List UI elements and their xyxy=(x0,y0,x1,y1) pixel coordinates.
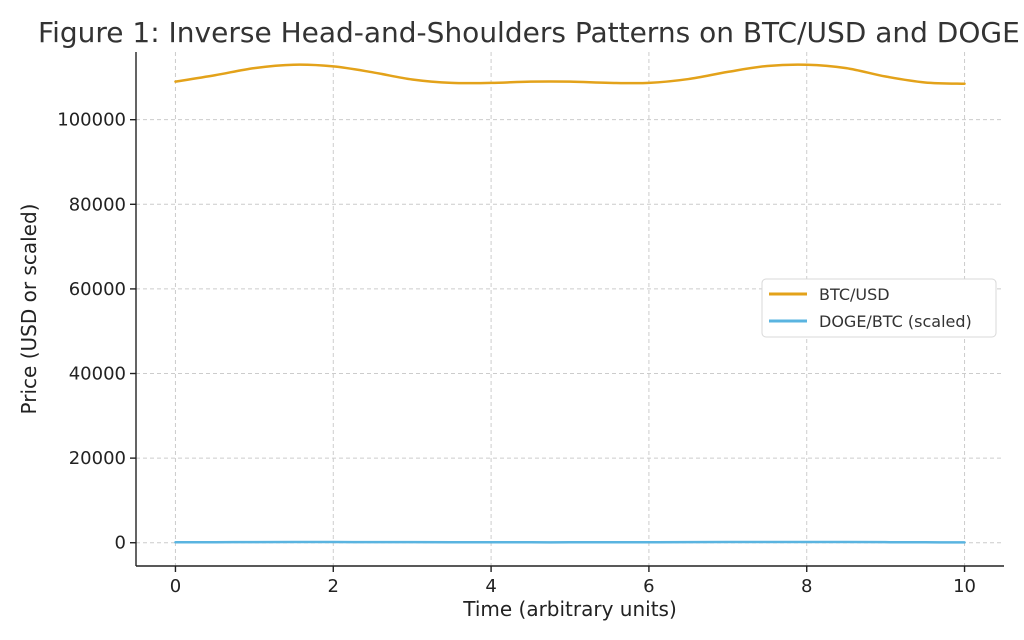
y-tick-label-100000: 100000 xyxy=(57,110,126,131)
legend-label-doge-btc-scaled: DOGE/BTC (scaled) xyxy=(819,312,972,331)
y-tick-label-20000: 20000 xyxy=(69,448,126,469)
x-tick-label-2: 2 xyxy=(328,576,339,597)
y-tick-label-60000: 60000 xyxy=(69,279,126,300)
x-tick-label-6: 6 xyxy=(643,576,654,597)
series-line-btc-usd xyxy=(174,63,966,85)
x-axis-ticks: 0 2 4 6 8 10 xyxy=(170,566,976,597)
y-tick-label-0: 0 xyxy=(115,533,126,554)
y-tick-label-40000: 40000 xyxy=(69,364,126,385)
x-tick-label-10: 10 xyxy=(953,576,976,597)
x-tick-label-4: 4 xyxy=(485,576,496,597)
chart-title: Figure 1: Inverse Head-and-Shoulders Pat… xyxy=(38,16,1020,49)
x-tick-label-0: 0 xyxy=(170,576,181,597)
legend: BTC/USD DOGE/BTC (scaled) xyxy=(761,278,997,338)
y-axis-label: Price (USD or scaled) xyxy=(17,204,41,415)
x-axis-label: Time (arbitrary units) xyxy=(462,597,677,621)
y-axis-ticks: 0 20000 40000 60000 80000 100000 xyxy=(57,110,136,554)
y-tick-label-80000: 80000 xyxy=(69,194,126,215)
legend-label-btc-usd: BTC/USD xyxy=(819,285,890,304)
x-tick-label-8: 8 xyxy=(801,576,812,597)
series-lines xyxy=(174,63,966,544)
legend-box xyxy=(761,278,997,338)
